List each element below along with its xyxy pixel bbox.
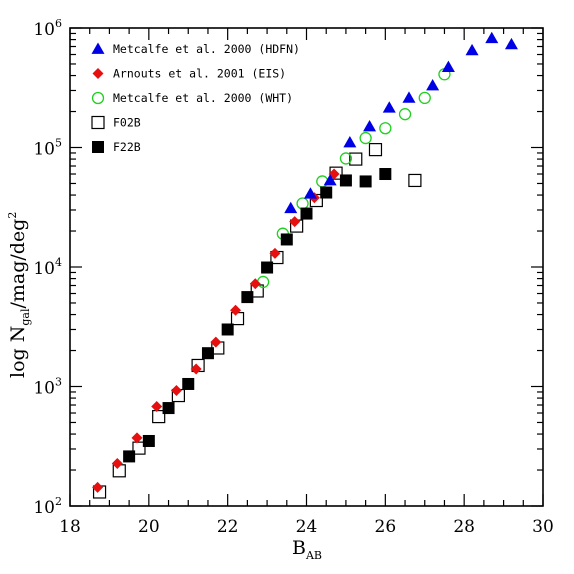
y-tick-label: 103 [33,376,62,399]
data-point-square [132,441,146,455]
y-tick-label: 102 [33,495,62,518]
data-point-circle [296,197,309,210]
legend-marker-square [92,141,104,153]
x-axis-label-subscript: AB [305,549,322,562]
data-point-diamond [111,457,123,469]
y-axis-label: log Ngal/mag/deg2 [6,212,32,378]
x-tick-label: 20 [138,517,160,537]
data-point-diamond [92,481,104,493]
data-point-circle [359,131,372,145]
data-point-square [182,377,195,390]
x-tick-label: 28 [453,517,475,537]
data-point-triangle [363,119,377,132]
data-point-square [152,409,166,424]
axis-ticks [69,27,544,507]
data-point-diamond [151,401,163,413]
data-point-square [379,168,392,181]
data-point-square [408,173,422,188]
data-point-square [320,186,333,199]
data-point-triangle [441,60,455,73]
data-point-square [221,323,234,336]
legend-label: Metcalfe et al. 2000 (HDFN) [113,42,300,56]
data-point-square [280,233,293,246]
data-point-circle [379,122,392,135]
data-point-square [261,261,274,274]
data-point-triangle [465,43,479,56]
y-tick-label: 105 [33,137,62,160]
legend-label: F22B [113,140,141,154]
data-point-square [123,450,136,463]
data-point-square [162,402,175,415]
y-axis-label-superscript: 2 [6,212,19,219]
data-point-square [368,143,383,157]
data-point-triangle [303,187,317,199]
x-axis-label: BAB [292,537,322,562]
data-markers [92,31,518,499]
data-point-diamond [190,363,202,375]
x-tick-label: 26 [375,517,397,537]
legend-label: Metcalfe et al. 2000 (WHT) [113,91,293,105]
data-point-triangle [485,31,499,44]
y-tick-label: 104 [33,256,62,279]
data-point-diamond [210,336,222,348]
data-point-diamond [131,432,143,444]
data-point-square [201,347,214,360]
legend-marker-triangle [91,42,105,54]
data-point-square [142,434,155,447]
data-point-square [300,207,313,220]
data-point-square [359,175,372,188]
data-point-diamond [249,278,261,290]
data-point-square [339,174,352,187]
x-tick-label: 30 [532,517,554,537]
data-point-triangle [343,136,357,148]
data-point-circle [418,91,431,105]
data-point-triangle [504,37,518,50]
legend-marker-circle [91,91,105,105]
data-point-triangle [382,101,396,113]
data-point-square [241,291,254,304]
legend-marker-square [91,115,105,130]
y-tick-label: 106 [33,17,62,40]
legend: Metcalfe et al. 2000 (HDFN) Arnouts et al… [91,42,300,154]
data-point-triangle [323,173,337,186]
legend-label: F02B [113,116,141,130]
tick-labels: 18 20 22 24 26 28 30 102 103 104 105 106 [33,17,553,537]
x-tick-label: 18 [59,517,81,537]
data-point-diamond [269,247,281,259]
legend-label: Arnouts et al. 2001 (EIS) [113,67,286,81]
data-point-triangle [426,79,440,91]
y-axis-label-subscript: gal [19,308,32,326]
x-tick-label: 22 [217,517,239,537]
data-point-square [230,311,245,326]
legend-marker-diamond [92,68,104,79]
data-point-triangle [284,201,298,214]
data-point-diamond [230,304,242,316]
data-point-diamond [170,385,182,397]
data-point-circle [398,108,412,121]
data-point-diamond [289,216,301,228]
data-point-square [349,152,363,166]
x-tick-label: 24 [296,517,318,537]
data-point-circle [339,152,353,165]
data-point-triangle [402,91,416,103]
